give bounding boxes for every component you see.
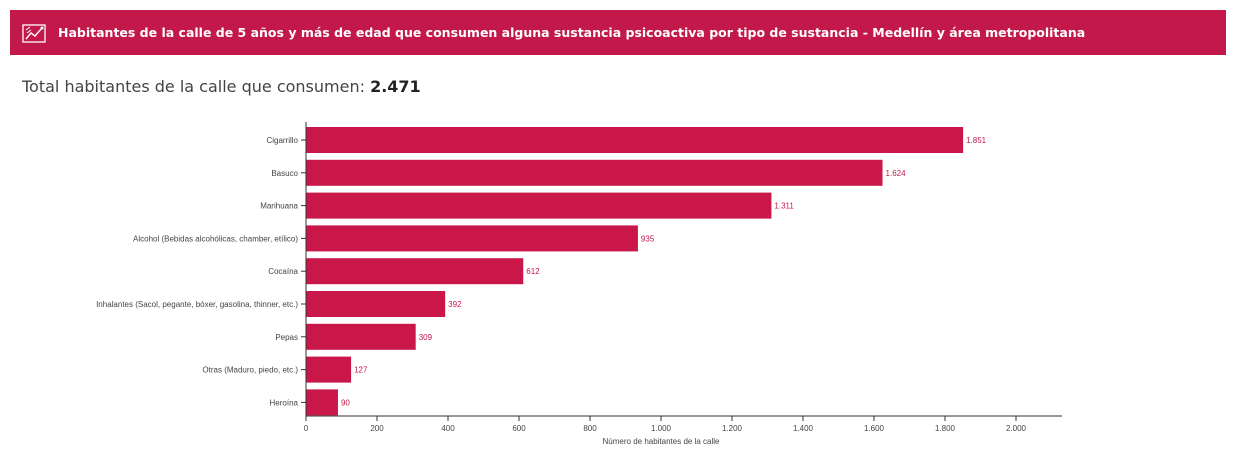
category-label: Otras (Maduro, piedo, etc.) <box>202 366 298 375</box>
x-axis-title: Número de habitantes de la calle <box>603 437 721 446</box>
bar <box>306 127 964 153</box>
x-tick-label: 1.400 <box>793 424 814 433</box>
x-tick-label: 800 <box>583 424 597 433</box>
bar <box>306 356 352 383</box>
category-label: Cocaína <box>268 267 298 276</box>
chart-header: Habitantes de la calle de 5 años y más d… <box>10 10 1226 55</box>
bar <box>306 159 883 186</box>
category-label: Cigarrillo <box>266 136 298 145</box>
category-label: Pepas <box>275 333 298 342</box>
x-tick-label: 400 <box>441 424 455 433</box>
x-tick-label: 600 <box>512 424 526 433</box>
total-value: 2.471 <box>370 77 421 96</box>
data-label: 392 <box>448 300 462 309</box>
bar <box>306 323 416 350</box>
bar <box>306 192 772 219</box>
category-label: Heroína <box>270 398 299 407</box>
bar <box>306 291 446 317</box>
category-label: Inhalantes (Sacol, pegante, bóxer, gasol… <box>96 300 298 309</box>
bar <box>306 258 524 285</box>
bar <box>306 389 338 416</box>
data-label: 127 <box>354 366 368 375</box>
data-label: 309 <box>419 333 433 342</box>
category-label: Basuco <box>271 169 298 178</box>
bar <box>306 225 638 252</box>
x-tick-label: 200 <box>370 424 384 433</box>
chart-title: Habitantes de la calle de 5 años y más d… <box>58 25 1086 40</box>
chart-logo-icon <box>22 22 48 44</box>
category-label: Marihuana <box>260 202 298 211</box>
data-label: 935 <box>641 234 655 243</box>
x-tick-label: 1.800 <box>935 424 956 433</box>
x-tick-label: 1.600 <box>864 424 885 433</box>
data-label: 1.311 <box>774 202 794 211</box>
data-label: 1.624 <box>886 169 907 178</box>
x-tick-label: 1.200 <box>722 424 743 433</box>
data-label: 612 <box>526 267 540 276</box>
x-tick-label: 1.000 <box>651 424 672 433</box>
total-label: Total habitantes de la calle que consume… <box>22 77 371 96</box>
data-label: 90 <box>341 398 350 407</box>
total-summary: Total habitantes de la calle que consume… <box>22 77 421 96</box>
data-label: 1.851 <box>966 136 987 145</box>
x-tick-label: 0 <box>304 424 309 433</box>
x-tick-label: 2.000 <box>1006 424 1027 433</box>
category-label: Alcohol (Bebidas alcohólicas, chamber, e… <box>133 234 298 243</box>
